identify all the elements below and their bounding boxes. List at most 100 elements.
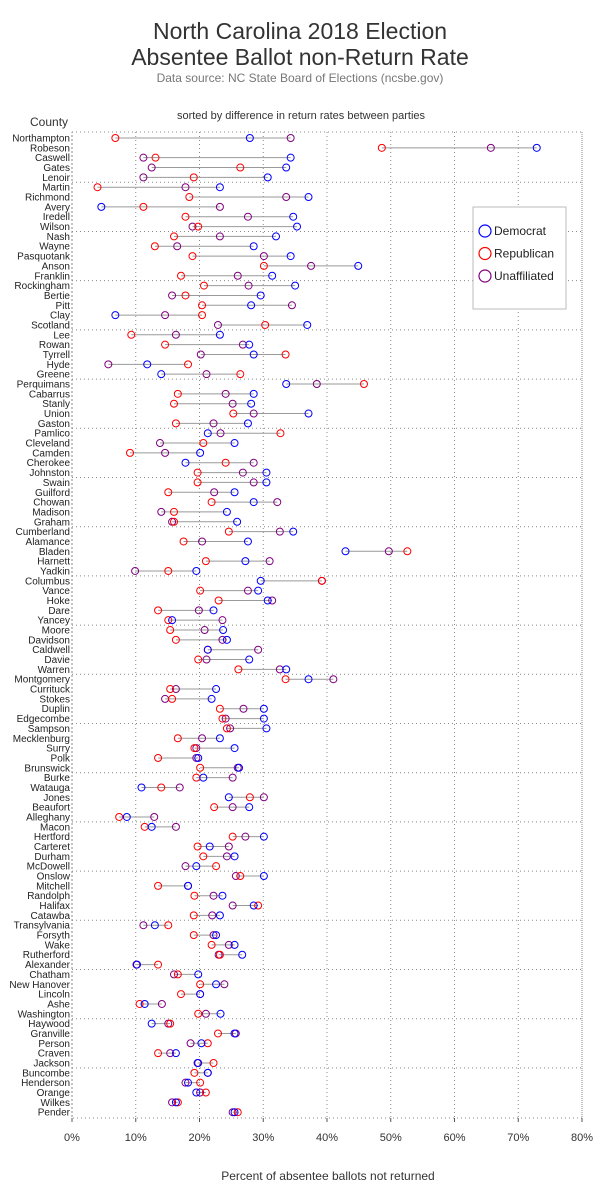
marker-rep: [166, 685, 175, 694]
marker-dem: [304, 193, 313, 202]
county-label: Lincoln: [38, 990, 70, 1001]
marker-dem: [203, 429, 212, 438]
chart-title-line2: Absentee Ballot non-Return Rate: [131, 44, 469, 70]
marker-rep: [171, 635, 180, 644]
county-label: Vance: [42, 586, 70, 597]
county-label: Beaufort: [32, 803, 70, 814]
marker-rep: [93, 183, 102, 192]
county-label: Burke: [44, 773, 71, 784]
county-label: Pender: [38, 1108, 71, 1119]
marker-una: [228, 399, 237, 408]
county-label: Rockingham: [14, 281, 70, 292]
county-label: Franklin: [34, 271, 70, 282]
county-label: Craven: [38, 1049, 70, 1060]
x-tick-label: 80%: [571, 1132, 593, 1144]
marker-rep: [359, 380, 368, 389]
marker-dem: [289, 527, 298, 536]
marker-rep: [190, 744, 199, 753]
marker-una: [244, 281, 253, 290]
marker-una: [181, 862, 190, 871]
county-label: Wayne: [39, 242, 70, 253]
marker-dem: [254, 586, 263, 595]
marker-dem: [247, 301, 256, 310]
x-tick-label: 50%: [380, 1132, 402, 1144]
data-source-note: Data source: NC State Board of Elections…: [156, 71, 444, 85]
marker-rep: [214, 596, 223, 605]
county-label: Dare: [48, 606, 70, 617]
marker-rep: [193, 478, 202, 487]
marker-dem: [282, 163, 291, 172]
marker-rep: [209, 1058, 218, 1067]
marker-rep: [196, 980, 205, 989]
marker-rep: [212, 862, 221, 871]
x-tick-label: 20%: [188, 1132, 210, 1144]
marker-rep: [224, 527, 233, 536]
marker-una: [139, 921, 148, 930]
marker-una: [233, 271, 242, 280]
marker-dem: [243, 419, 252, 428]
county-label: Swain: [43, 478, 70, 489]
marker-rep: [221, 458, 230, 467]
x-tick-label: 10%: [125, 1132, 147, 1144]
marker-una: [139, 173, 148, 182]
marker-rep: [179, 537, 188, 546]
marker-rep: [236, 370, 245, 379]
marker-dem: [249, 350, 258, 359]
county-label: Macon: [40, 822, 70, 833]
marker-rep: [164, 616, 173, 625]
marker-una: [209, 891, 218, 900]
marker-rep: [276, 429, 285, 438]
marker-rep: [150, 242, 159, 251]
marker-rep: [199, 281, 208, 290]
marker-una: [384, 547, 393, 556]
chart-title-line1: North Carolina 2018 Election: [152, 18, 448, 44]
marker-dem: [241, 557, 250, 566]
marker-una: [157, 999, 166, 1008]
legend-label: Republican: [494, 247, 554, 261]
county-label: Gates: [43, 163, 70, 174]
county-label: Yadkin: [40, 566, 70, 577]
marker-dem: [133, 960, 142, 969]
marker-dem: [230, 1029, 239, 1038]
marker-rep: [317, 576, 326, 585]
county-label: Chowan: [33, 498, 70, 509]
marker-dem: [196, 448, 205, 457]
marker-dem: [215, 183, 224, 192]
county-label: Jones: [43, 793, 70, 804]
marker-dem: [230, 852, 239, 861]
county-label: Wilkes: [41, 1098, 70, 1109]
marker-una: [186, 1039, 195, 1048]
county-label: McDowell: [27, 862, 70, 873]
marker-rep: [127, 330, 136, 339]
marker-rep: [184, 360, 193, 369]
marker-dem: [230, 940, 239, 949]
county-label: Surry: [46, 744, 70, 755]
county-label: Mitchell: [36, 881, 70, 892]
marker-dem: [192, 566, 201, 575]
marker-una: [249, 458, 258, 467]
marker-rep: [189, 911, 198, 920]
marker-dem: [293, 222, 302, 231]
county-label: Union: [44, 409, 70, 420]
marker-rep: [164, 488, 173, 497]
marker-dem: [193, 1058, 202, 1067]
county-label: Sampson: [28, 724, 70, 735]
data-layer: [93, 134, 541, 1117]
county-label: Cumberland: [16, 527, 70, 538]
marker-dem: [168, 616, 177, 625]
county-label: Wake: [45, 940, 71, 951]
county-label: Washington: [18, 1009, 70, 1020]
marker-dem: [171, 1098, 180, 1107]
marker-rep: [228, 832, 237, 841]
county-label: Johnston: [29, 468, 70, 479]
county-label: Randolph: [27, 891, 70, 902]
county-label: Forsyth: [37, 931, 70, 942]
marker-dem: [259, 872, 268, 881]
marker-dem: [194, 970, 203, 979]
marker-una: [307, 261, 316, 270]
marker-una: [221, 714, 230, 723]
marker-una: [239, 704, 248, 713]
marker-dem: [181, 458, 190, 467]
county-label: Wilson: [40, 222, 70, 233]
county-label: Nash: [47, 232, 70, 243]
